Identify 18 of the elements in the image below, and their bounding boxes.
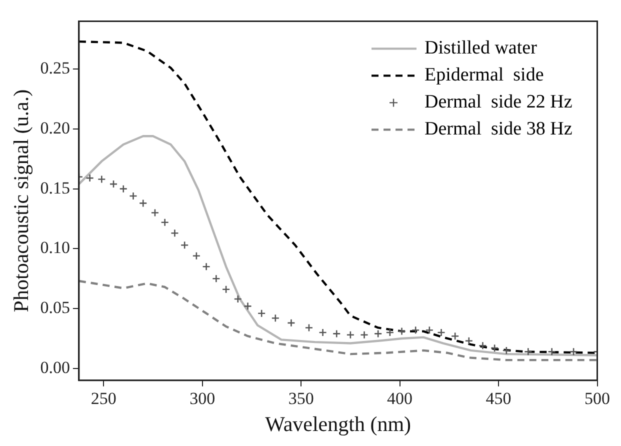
x-tick-label: 350 xyxy=(288,389,314,408)
y-tick-label: 0.05 xyxy=(40,298,70,318)
x-tick-label: 300 xyxy=(190,389,216,408)
legend-label: Dermal side 38 Hz xyxy=(424,118,572,140)
x-tick-label: 450 xyxy=(486,389,512,408)
y-tick-label: 0.00 xyxy=(40,358,70,377)
legend-label: Dermal side 22 Hz xyxy=(424,92,572,113)
y-tick-label: 0.15 xyxy=(40,178,70,198)
y-tick-label: 0.25 xyxy=(40,58,70,78)
x-tick-label: 500 xyxy=(584,389,610,408)
legend-label: Epidermal side xyxy=(424,64,544,86)
x-axis-title: Wavelength (nm) xyxy=(265,412,412,436)
x-tick-label: 400 xyxy=(387,389,413,408)
legend-label: Distilled water xyxy=(424,38,538,59)
y-tick-label: 0.20 xyxy=(40,118,70,138)
x-tick-label: 250 xyxy=(90,389,116,408)
y-axis-title: Photoacoustic signal (u.a.) xyxy=(9,89,34,312)
y-tick-label: 0.10 xyxy=(40,238,70,258)
